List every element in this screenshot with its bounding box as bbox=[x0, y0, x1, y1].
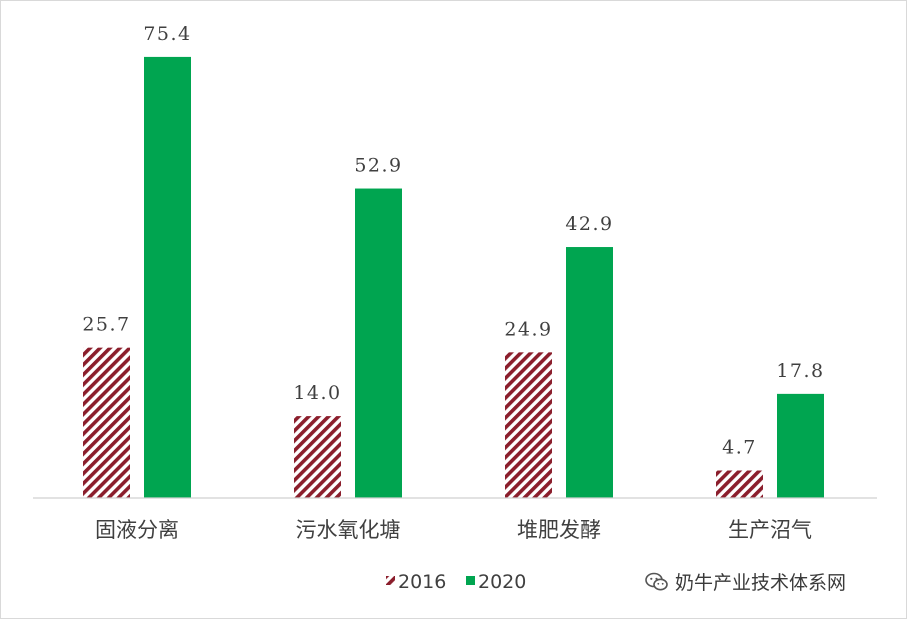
bar-2020-3 bbox=[566, 247, 613, 498]
legend: 2016 2020 bbox=[386, 571, 526, 593]
data-label-2016-3: 24.9 bbox=[504, 318, 552, 340]
data-label-2016-1: 25.7 bbox=[82, 314, 130, 336]
legend-label-2020: 2020 bbox=[478, 571, 526, 593]
data-label-2020-4: 17.8 bbox=[776, 360, 824, 382]
bar-2016-4 bbox=[716, 470, 763, 498]
data-label-2016-4: 4.7 bbox=[722, 437, 757, 459]
bars-layer bbox=[83, 56, 824, 498]
watermark: 奶牛产业技术体系网 bbox=[645, 568, 846, 595]
data-label-2020-2: 52.9 bbox=[354, 155, 402, 177]
legend-swatch-2020 bbox=[466, 576, 475, 585]
bar-2020-4 bbox=[777, 393, 824, 498]
category-label-1: 固液分离 bbox=[95, 518, 179, 542]
bar-2016-3 bbox=[505, 352, 552, 498]
data-label-2020-1: 75.4 bbox=[143, 23, 191, 45]
category-label-2: 污水氧化塘 bbox=[296, 518, 401, 542]
bar-2020-2 bbox=[355, 188, 402, 498]
category-label-4: 生产沼气 bbox=[728, 518, 812, 542]
legend-label-2016: 2016 bbox=[398, 571, 446, 593]
data-label-2020-3: 42.9 bbox=[565, 213, 613, 235]
legend-swatch-2016 bbox=[386, 576, 395, 585]
bar-2016-1 bbox=[83, 347, 130, 498]
data-label-2016-2: 14.0 bbox=[293, 382, 341, 404]
bar-2016-2 bbox=[294, 416, 341, 498]
wechat-icon bbox=[645, 572, 668, 590]
category-label-3: 堆肥发酵 bbox=[517, 518, 601, 542]
labels-layer: 25.7 75.4 固液分离 14.0 52.9 污水氧化塘 24.9 42.9 堆肥发酵 4.7… bbox=[82, 23, 824, 542]
watermark-text: 奶牛产业技术体系网 bbox=[675, 572, 847, 594]
bar-2020-1 bbox=[144, 56, 191, 498]
